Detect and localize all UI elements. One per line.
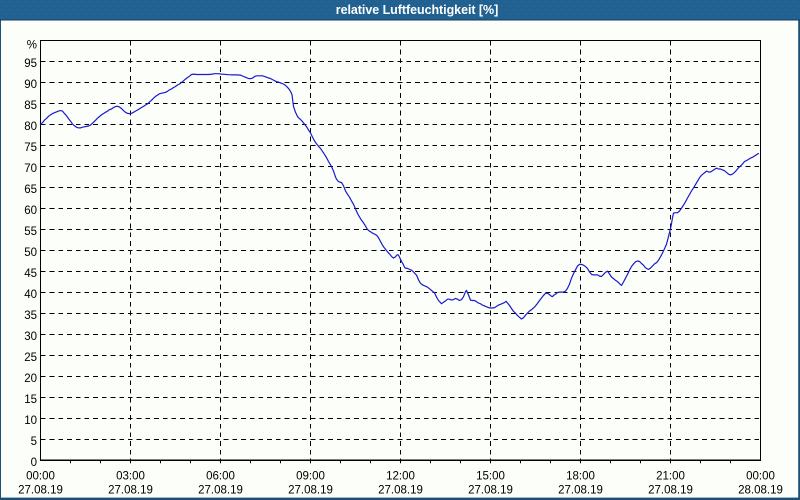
- svg-text:21:00: 21:00: [656, 471, 685, 483]
- svg-text:06:00: 06:00: [206, 471, 235, 483]
- svg-text:27.08.19: 27.08.19: [108, 485, 153, 497]
- svg-text:12:00: 12:00: [386, 471, 415, 483]
- svg-text:75: 75: [24, 142, 37, 154]
- svg-text:65: 65: [24, 184, 37, 196]
- svg-text:30: 30: [24, 331, 37, 343]
- svg-text:27.08.19: 27.08.19: [468, 485, 513, 497]
- svg-text:%: %: [27, 40, 37, 52]
- svg-text:27.08.19: 27.08.19: [18, 485, 63, 497]
- svg-text:20: 20: [24, 373, 37, 385]
- svg-text:50: 50: [24, 247, 37, 259]
- svg-text:00:00: 00:00: [746, 471, 775, 483]
- svg-text:27.08.19: 27.08.19: [288, 485, 333, 497]
- svg-text:27.08.19: 27.08.19: [198, 485, 243, 497]
- svg-text:80: 80: [24, 121, 37, 133]
- svg-text:27.08.19: 27.08.19: [648, 485, 693, 497]
- svg-text:10: 10: [24, 415, 37, 427]
- svg-text:03:00: 03:00: [116, 471, 145, 483]
- svg-text:28.08.19: 28.08.19: [738, 485, 783, 497]
- svg-text:70: 70: [24, 163, 37, 175]
- svg-text:90: 90: [24, 79, 37, 91]
- svg-text:40: 40: [24, 289, 37, 301]
- svg-text:25: 25: [24, 352, 37, 364]
- svg-text:00:00: 00:00: [26, 471, 55, 483]
- svg-text:35: 35: [24, 310, 37, 322]
- svg-text:relative Luftfeuchtigkeit [%]: relative Luftfeuchtigkeit [%]: [336, 3, 498, 17]
- svg-text:85: 85: [24, 100, 37, 112]
- svg-text:27.08.19: 27.08.19: [558, 485, 603, 497]
- svg-text:09:00: 09:00: [296, 471, 325, 483]
- svg-text:60: 60: [24, 205, 37, 217]
- svg-text:55: 55: [24, 226, 37, 238]
- svg-text:18:00: 18:00: [566, 471, 595, 483]
- svg-text:45: 45: [24, 268, 37, 280]
- svg-text:15:00: 15:00: [476, 471, 505, 483]
- svg-text:15: 15: [24, 394, 37, 406]
- svg-text:0: 0: [31, 457, 37, 469]
- svg-text:5: 5: [31, 436, 37, 448]
- svg-text:95: 95: [24, 58, 37, 70]
- svg-text:27.08.19: 27.08.19: [378, 485, 423, 497]
